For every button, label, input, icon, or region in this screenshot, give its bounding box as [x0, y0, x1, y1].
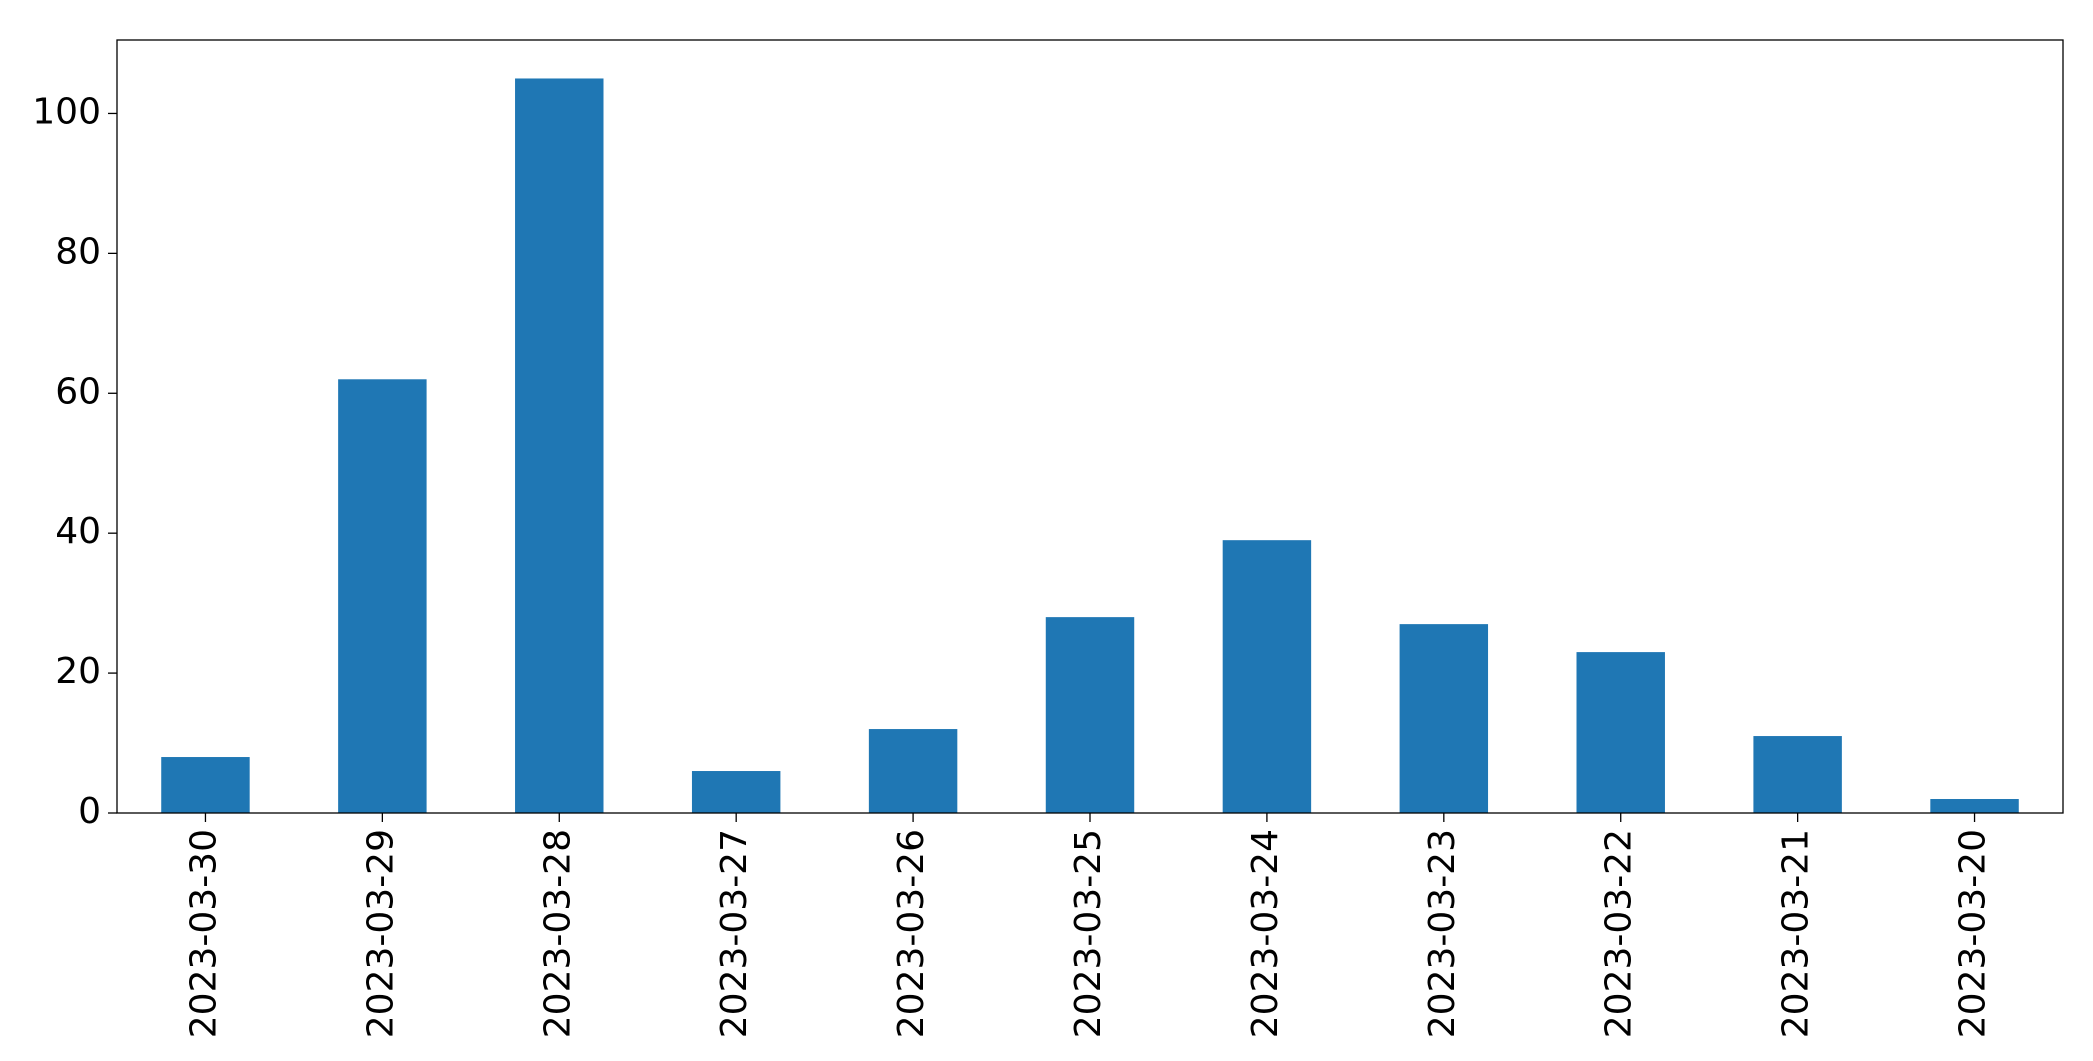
x-tick-label: 2023-03-22 — [1599, 829, 1640, 1038]
x-tick-label: 2023-03-23 — [1422, 829, 1463, 1038]
bar — [868, 729, 958, 813]
bar — [1222, 540, 1312, 813]
y-tick-label: 60 — [55, 371, 101, 412]
y-tick-label: 0 — [78, 791, 101, 832]
x-tick-label: 2023-03-21 — [1776, 829, 1817, 1038]
x-tick-label: 2023-03-24 — [1245, 829, 1286, 1038]
y-tick-label: 100 — [32, 91, 101, 132]
bar — [515, 78, 604, 814]
bar — [691, 771, 781, 813]
y-tick-label: 20 — [55, 651, 101, 692]
y-tick-label: 80 — [55, 231, 101, 272]
bar — [1753, 736, 1842, 813]
x-tick-label: 2023-03-27 — [714, 829, 755, 1038]
axes-frame — [116, 39, 2064, 814]
bar — [1045, 617, 1135, 813]
bar — [1576, 652, 1665, 813]
bar — [1399, 624, 1489, 813]
x-tick-label: 2023-03-29 — [360, 829, 401, 1038]
bar — [161, 757, 250, 813]
bar — [1930, 799, 2019, 813]
x-tick-label: 2023-03-28 — [537, 829, 578, 1038]
bar — [338, 379, 427, 813]
x-tick-label: 2023-03-20 — [1953, 829, 1994, 1038]
y-tick-label: 40 — [55, 511, 101, 552]
x-tick-label: 2023-03-25 — [1068, 829, 1109, 1038]
x-tick-label: 2023-03-30 — [183, 829, 224, 1038]
x-tick-label: 2023-03-26 — [891, 829, 932, 1038]
